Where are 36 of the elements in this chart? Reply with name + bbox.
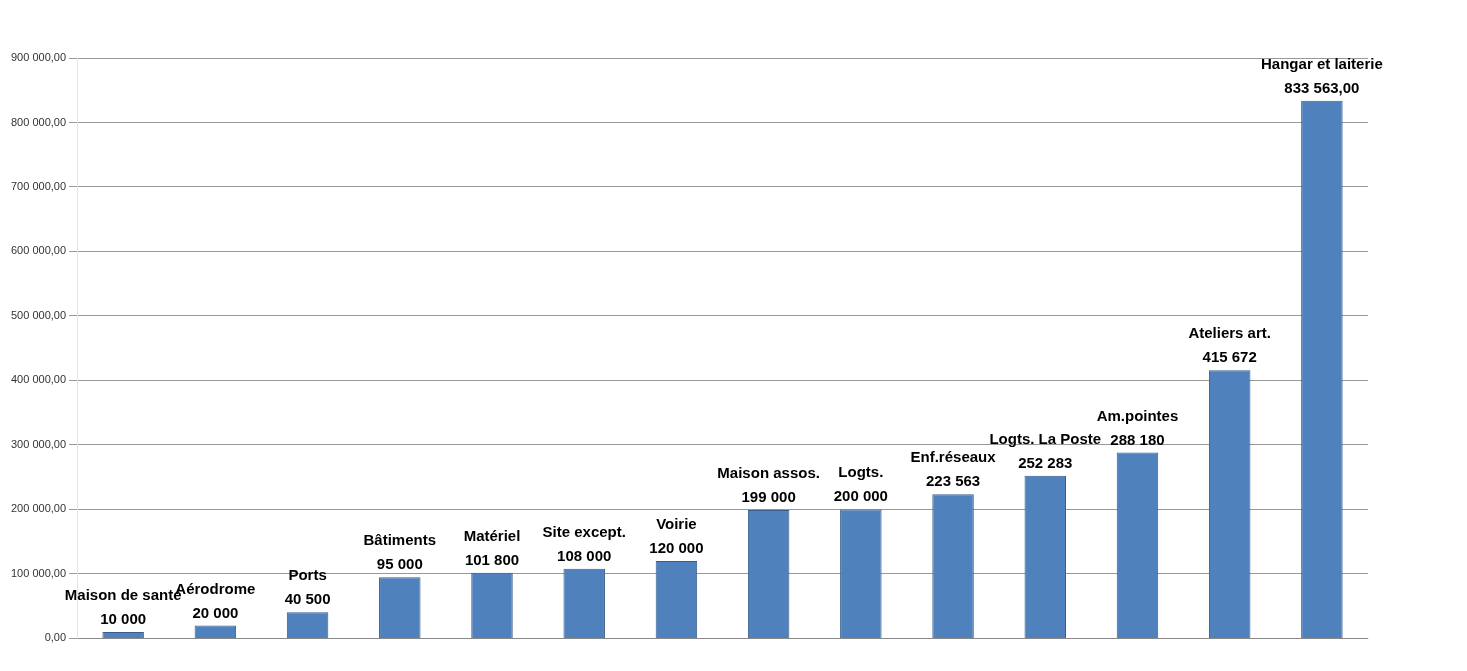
data-label: 833 563,00 <box>1284 78 1360 96</box>
y-tick-label: 900 000,00 <box>10 51 67 64</box>
x-tick-label: Ports <box>288 566 327 584</box>
data-label: 20 000 <box>192 603 239 621</box>
y-tick-label: 800 000,00 <box>10 115 67 128</box>
x-tick-label: Matériel <box>463 526 521 544</box>
data-label: 120 000 <box>649 539 704 557</box>
x-tick-label: Logts. <box>838 463 884 481</box>
y-tick-label: 300 000,00 <box>10 437 67 450</box>
data-label: 108 000 <box>557 546 612 564</box>
data-label: 40 500 <box>284 590 331 608</box>
x-tick-label: Maison assos. <box>717 464 820 482</box>
x-tick-label: Voirie <box>656 515 697 533</box>
x-tick-label: Am.pointes <box>1096 406 1179 424</box>
x-tick-label: Site except. <box>542 522 626 540</box>
y-tick-label: 500 000,00 <box>10 308 67 321</box>
data-label: 223 563 <box>925 472 981 490</box>
x-tick-label: Bâtiments <box>363 531 437 549</box>
x-tick-label: Hangar et laiterie <box>1261 54 1383 72</box>
x-tick-label: Enf.réseaux <box>910 448 997 466</box>
data-label: 288 180 <box>1110 430 1165 448</box>
y-tick-label: 200 000,00 <box>10 502 67 515</box>
y-tick-label: 400 000,00 <box>10 373 67 386</box>
data-label: 95 000 <box>376 555 423 573</box>
data-label: 199 000 <box>741 488 796 506</box>
y-tick-label: 100 000,00 <box>10 566 67 579</box>
y-tick-label: 700 000,00 <box>10 180 67 193</box>
x-tick-label: Logts. La Poste <box>989 429 1102 447</box>
data-label: 200 000 <box>833 487 888 505</box>
y-tick-label: 0,00 <box>44 631 67 644</box>
x-tick-label: Ateliers art. <box>1188 324 1271 342</box>
data-label: 415 672 <box>1202 348 1257 366</box>
y-tick-label: 600 000,00 <box>10 244 67 257</box>
data-label: 10 000 <box>100 609 147 627</box>
data-label: 252 283 <box>1018 453 1073 471</box>
data-label: 101 800 <box>464 550 520 568</box>
